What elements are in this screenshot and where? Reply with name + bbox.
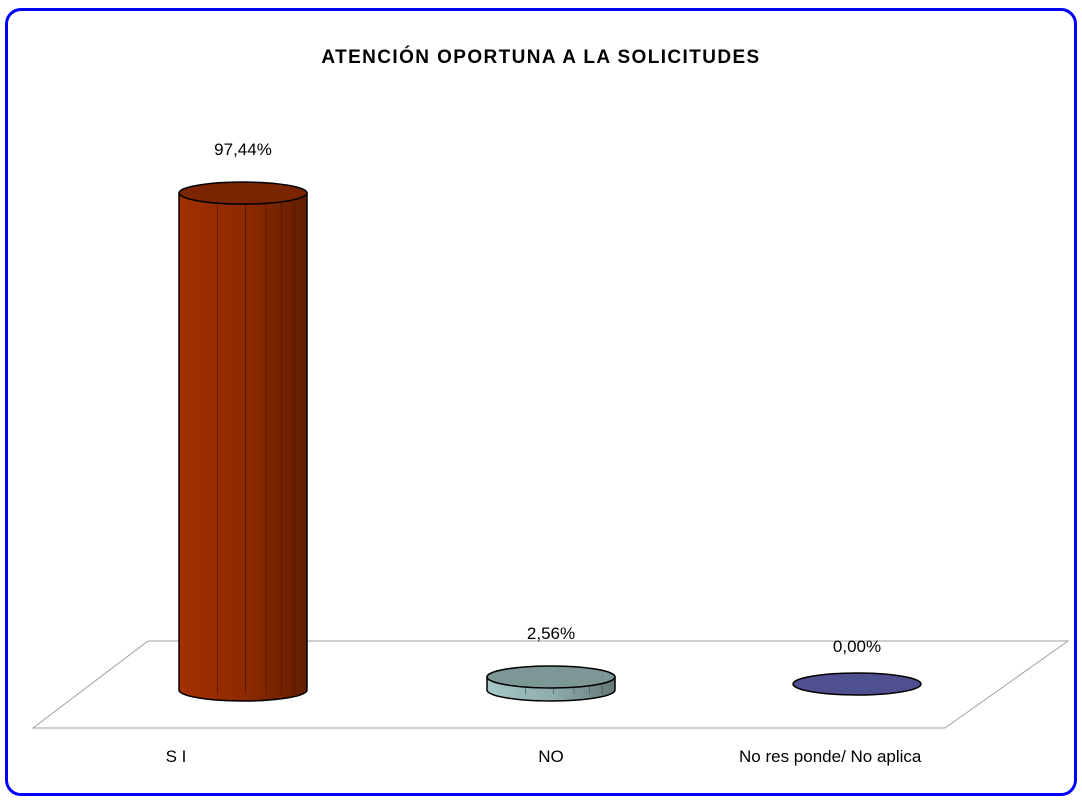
bars-group (178, 181, 922, 702)
bar-cap-3 (792, 672, 922, 696)
category-label-2: NO (538, 747, 564, 766)
bar-3 (792, 672, 922, 696)
category-label-1: S I (166, 747, 187, 766)
labels-group: 97,44% S I 2,56% NO 0,00% No res ponde/ No ap… (166, 140, 922, 766)
data-label-2: 2,56% (527, 624, 575, 643)
bar-cap-1 (178, 181, 308, 205)
bar-1 (178, 181, 308, 702)
bar-cap-2 (486, 665, 616, 689)
chart-title: ATENCIÓN OPORTUNA A LA SOLICITUDES (321, 46, 760, 68)
data-label-1: 97,44% (214, 140, 272, 159)
bar-2 (486, 665, 616, 702)
category-label-3: No res ponde/ No aplica (739, 747, 922, 766)
bar-body-1 (178, 192, 308, 702)
data-label-3: 0,00% (833, 637, 881, 656)
